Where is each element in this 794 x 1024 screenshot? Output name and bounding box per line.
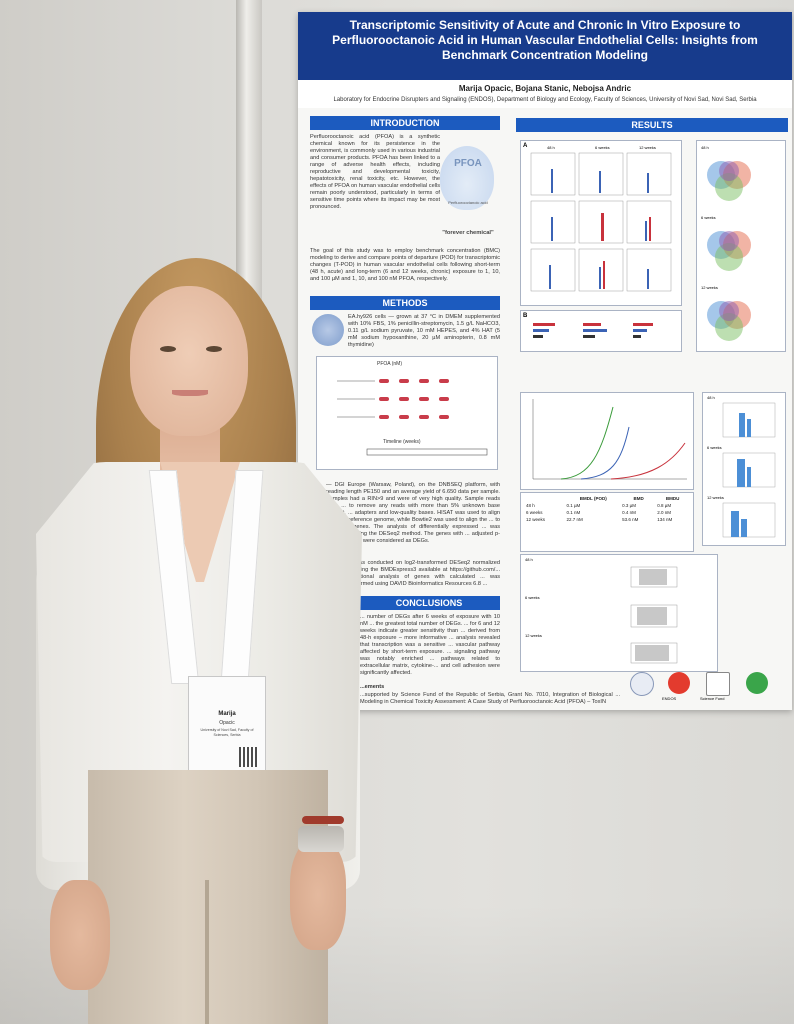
pathway-dots bbox=[630, 566, 678, 664]
pathway-figure: 48 h 6 weeks 12 weeks bbox=[520, 554, 718, 672]
histogram-bars bbox=[722, 402, 776, 538]
acknowledgements-title: ...ements bbox=[360, 684, 385, 690]
droplet-icon bbox=[440, 146, 494, 210]
bmc-table: BMDL (POD) BMD BMDU 48 h 0.1 µM 0.3 µM 0.8 … bbox=[520, 492, 694, 552]
table-cell: 0.3 µM bbox=[622, 503, 636, 508]
table-cell: 0.8 µM bbox=[657, 503, 672, 508]
table-header bbox=[525, 495, 565, 502]
venn-6w-label: 6 weeks bbox=[701, 215, 716, 220]
section-results: RESULTS bbox=[516, 118, 788, 132]
trouser-seam bbox=[205, 880, 209, 1024]
table-cell: 22.7 nM bbox=[566, 517, 583, 522]
table-header: BMD bbox=[633, 496, 644, 501]
pfoa-sub: Perfluorooctanoic acid bbox=[448, 200, 488, 205]
venn-12w-label: 12 weeks bbox=[701, 285, 718, 290]
face bbox=[130, 286, 248, 436]
accumulation-plot bbox=[520, 392, 694, 490]
right-hand bbox=[290, 840, 346, 950]
cells-image bbox=[312, 314, 344, 346]
path-48h-label: 48 h bbox=[525, 557, 533, 562]
poster-header: Transcriptomic Sensitivity of Acute and … bbox=[298, 12, 792, 108]
venn-circles bbox=[707, 161, 751, 341]
panel-a-label: A bbox=[523, 143, 528, 149]
section-methods: METHODS bbox=[310, 296, 500, 310]
table-row: 12 weeks 22.7 nM 53.6 nM 134 nM bbox=[525, 516, 689, 523]
smile bbox=[172, 390, 208, 396]
university-seal bbox=[630, 672, 654, 696]
name-badge: Marija Opacic University of Novi Sad, Fa… bbox=[188, 676, 266, 782]
bmc-table-grid: BMDL (POD) BMD BMDU 48 h 0.1 µM 0.3 µM 0.8 … bbox=[525, 495, 689, 523]
table-header: BMDL (POD) bbox=[579, 496, 607, 501]
section-conclusions: CONCLUSIONS bbox=[358, 596, 500, 610]
badge-organization: University of Novi Sad, Faculty of Scien… bbox=[200, 728, 254, 737]
poster-title: Transcriptomic Sensitivity of Acute and … bbox=[332, 18, 758, 62]
methods-text-3: ... was conducted on log2-transformed DE… bbox=[348, 560, 500, 587]
hist-12w-label: 12 weeks bbox=[707, 495, 724, 500]
figure-caption-1 bbox=[520, 354, 680, 388]
forever-chemical-label: "forever chemical" bbox=[442, 230, 494, 236]
timeline-label: Timeline (weeks) bbox=[383, 439, 421, 445]
pfoa-axis-label: PFOA (nM) bbox=[377, 361, 403, 367]
endos-label: ENDOS bbox=[662, 696, 677, 701]
right-eye bbox=[206, 346, 222, 352]
left-eye bbox=[160, 346, 176, 352]
path-6w-label: 6 weeks bbox=[525, 595, 540, 600]
table-header: BMDU bbox=[665, 496, 680, 501]
endos-logo bbox=[668, 672, 690, 694]
table-cell: 134 nM bbox=[657, 517, 673, 522]
poster-title-band bbox=[298, 12, 792, 80]
hist-6w-label: 6 weeks bbox=[707, 445, 722, 450]
label-48h: 48 h bbox=[547, 145, 555, 150]
bar-charts-figure: B bbox=[520, 310, 682, 352]
fund-label: Science Fund bbox=[700, 696, 725, 701]
label-6w: 6 weeks bbox=[595, 145, 610, 150]
experimental-design-figure: PFOA (nM) Timeline (weeks) bbox=[316, 356, 498, 470]
acknowledgements-text: ...supported by Science Fund of the Repu… bbox=[360, 692, 620, 705]
pfoa-label: PFOA bbox=[454, 158, 482, 169]
green-logo bbox=[746, 672, 768, 694]
poster-authors: Marija Opacic, Bojana Stanic, Nebojsa An… bbox=[458, 84, 632, 93]
venn-diagrams-figure: 48 h 6 weeks 12 weeks bbox=[696, 140, 786, 352]
left-hand bbox=[50, 880, 110, 990]
table-cell: 48 h bbox=[526, 503, 535, 508]
table-header-row: BMDL (POD) BMD BMDU bbox=[525, 495, 689, 502]
histograms-figure: 48 h 6 weeks 12 weeks bbox=[702, 392, 786, 546]
methods-text: EA.hy926 cells — grown at 37 °C in DMEM … bbox=[348, 314, 500, 348]
badge-first-name: Marija bbox=[218, 711, 236, 717]
table-cell: 0.1 nM bbox=[566, 510, 581, 515]
table-cell: 0.1 µM bbox=[566, 503, 581, 508]
wrist-watch bbox=[298, 826, 344, 852]
panel-b-label: B bbox=[523, 313, 528, 319]
qr-code-icon bbox=[239, 747, 259, 767]
table-row: 48 h 0.1 µM 0.3 µM 0.8 µM bbox=[525, 502, 689, 509]
table-cell: 6 weeks bbox=[526, 510, 543, 515]
badge-last-name: Opacic bbox=[219, 720, 235, 726]
design-diagram bbox=[337, 379, 488, 456]
footer-logos: ENDOS Science Fund bbox=[618, 672, 788, 702]
bracelet bbox=[302, 816, 344, 824]
conclusions-text: ... number of DEGs after 6 weeks of expo… bbox=[360, 614, 500, 676]
scientific-poster: Transcriptomic Sensitivity of Acute and … bbox=[298, 12, 792, 710]
venn-48h-label: 48 h bbox=[701, 145, 709, 150]
goal-text: The goal of this study was to employ ben… bbox=[310, 248, 500, 282]
table-cell: 0.4 nM bbox=[622, 510, 636, 515]
hist-48h-label: 48 h bbox=[707, 395, 715, 400]
path-12w-label: 12 weeks bbox=[525, 633, 542, 638]
volcano-grid bbox=[530, 152, 672, 292]
bar-chart-mini bbox=[533, 323, 653, 338]
table-cell: 12 weeks bbox=[526, 517, 546, 522]
science-fund-logo bbox=[706, 672, 730, 696]
volcano-plots-figure: A 48 h 6 weeks 12 weeks bbox=[520, 140, 682, 306]
table-cell: 53.6 nM bbox=[622, 517, 639, 522]
poster-affiliation: Laboratory for Endocrine Disrupters and … bbox=[333, 97, 757, 103]
pfoa-figure: PFOA Perfluorooctanoic acid "forever che… bbox=[438, 138, 498, 236]
label-12w: 12 weeks bbox=[639, 145, 656, 150]
intro-text: Perfluorooctanoic acid (PFOA) is a synth… bbox=[310, 134, 440, 210]
accumulation-curves bbox=[532, 399, 687, 480]
table-row: 6 weeks 0.1 nM 0.4 nM 2.0 nM bbox=[525, 509, 689, 516]
section-introduction: INTRODUCTION bbox=[310, 116, 500, 130]
table-cell: 2.0 nM bbox=[657, 510, 671, 515]
methods-text-2: — DGI Europe (Warsaw, Poland), on the DN… bbox=[326, 482, 500, 544]
